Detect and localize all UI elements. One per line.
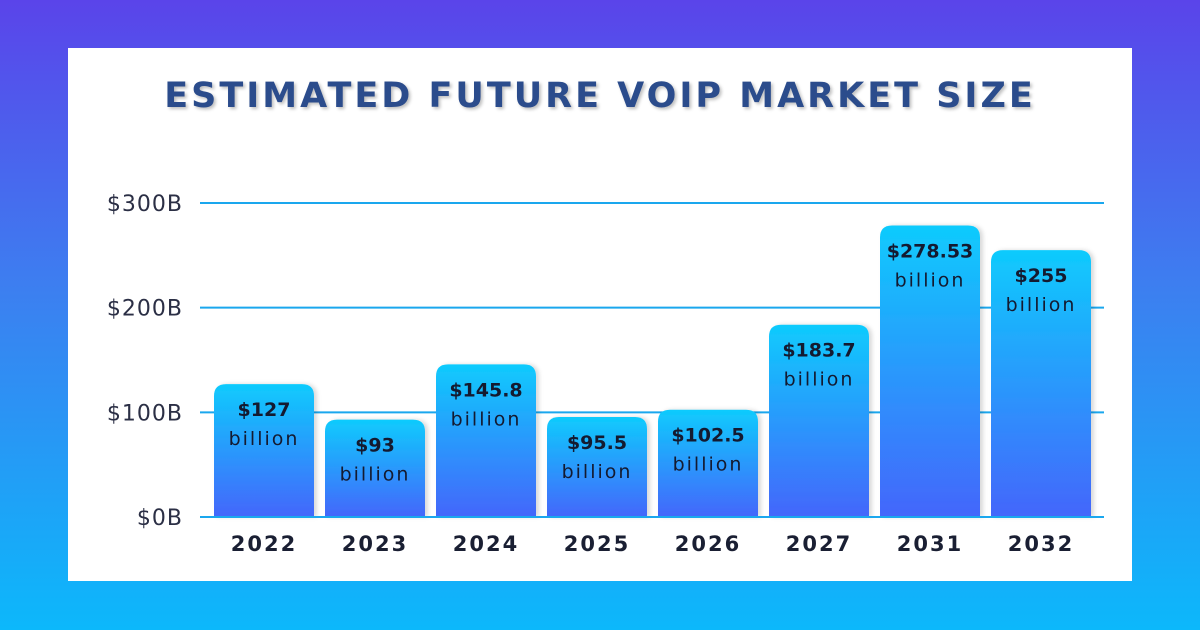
bar bbox=[325, 419, 425, 517]
x-tick-label: 2023 bbox=[342, 532, 408, 556]
x-tick-label: 2025 bbox=[564, 532, 630, 556]
data-label-value: $255 bbox=[1015, 265, 1068, 287]
x-tick-label: 2027 bbox=[786, 532, 852, 556]
bar bbox=[880, 225, 980, 518]
y-tick-label: $0B bbox=[137, 506, 183, 531]
data-label-unit: billion bbox=[784, 369, 855, 391]
x-tick-label: 2024 bbox=[453, 532, 519, 556]
data-label-unit: billion bbox=[895, 269, 966, 291]
data-label-unit: billion bbox=[229, 428, 300, 450]
bar bbox=[214, 384, 314, 517]
data-label-value: $278.53 bbox=[887, 240, 974, 262]
bar bbox=[658, 409, 758, 517]
data-label-value: $102.5 bbox=[671, 425, 744, 447]
data-label-unit: billion bbox=[340, 464, 411, 486]
bar bbox=[769, 324, 869, 517]
bar-group: $127 billion 2022 bbox=[214, 384, 314, 556]
bar-group: $183.7 billion 2027 bbox=[769, 324, 869, 556]
x-tick-label: 2032 bbox=[1008, 532, 1074, 556]
x-tick-label: 2031 bbox=[897, 532, 963, 556]
chart-title: ESTIMATED FUTURE VOIP MARKET SIZE bbox=[164, 76, 1036, 116]
bar-group: $102.5 billion 2026 bbox=[658, 409, 758, 556]
data-label-unit: billion bbox=[562, 461, 633, 483]
bar-group: $93 billion 2023 bbox=[325, 419, 425, 556]
bar bbox=[547, 417, 647, 517]
bar bbox=[436, 364, 536, 517]
y-tick-label: $300B bbox=[107, 192, 183, 217]
data-label-unit: billion bbox=[673, 454, 744, 476]
bar bbox=[991, 250, 1091, 517]
data-label-value: $183.7 bbox=[782, 340, 855, 362]
x-tick-label: 2026 bbox=[675, 532, 741, 556]
data-label-value: $145.8 bbox=[449, 379, 522, 401]
x-tick-label: 2022 bbox=[231, 532, 297, 556]
y-tick-label: $200B bbox=[107, 297, 183, 322]
bar-group: $278.53 billion 2031 bbox=[880, 225, 980, 556]
data-label-unit: billion bbox=[1006, 294, 1077, 316]
bar-group: $145.8 billion 2024 bbox=[436, 364, 536, 556]
data-label-unit: billion bbox=[451, 408, 522, 430]
y-tick-label: $100B bbox=[107, 401, 183, 426]
bar-group: $95.5 billion 2025 bbox=[547, 417, 647, 556]
data-label-value: $127 bbox=[238, 399, 291, 421]
data-label-value: $93 bbox=[355, 435, 395, 457]
bar-group: $255 billion 2032 bbox=[991, 250, 1091, 556]
data-label-value: $95.5 bbox=[567, 432, 627, 454]
